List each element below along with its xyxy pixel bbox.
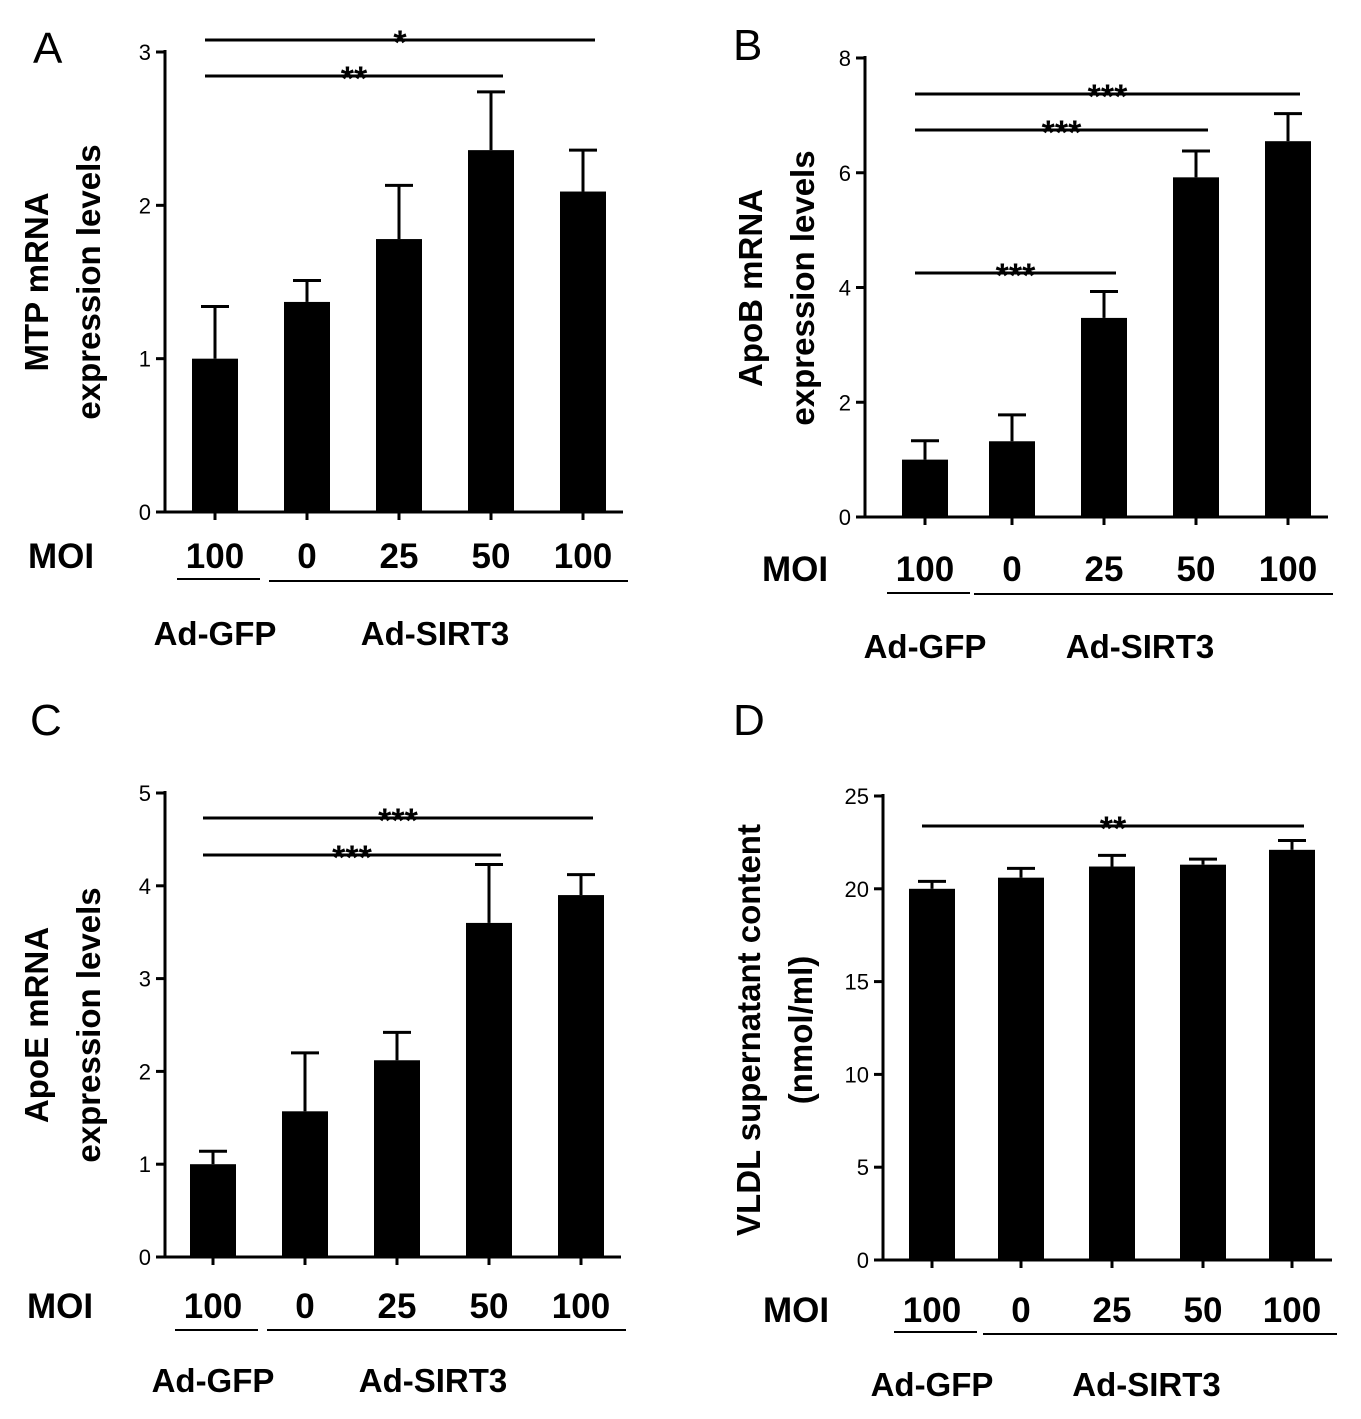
y-axis-label: VLDL supernatant content <box>730 824 767 1236</box>
y-tick-label: 3 <box>139 967 151 992</box>
group-label: Ad-GFP <box>152 1362 275 1399</box>
y-axis-label: MTP mRNA <box>18 192 55 371</box>
y-axis-label: expression levels <box>784 150 821 425</box>
significance-stars: ** <box>1100 810 1127 848</box>
category-label: 100 <box>896 550 954 589</box>
group-label: Ad-GFP <box>871 1366 994 1403</box>
group-label: Ad-SIRT3 <box>359 1362 508 1399</box>
bar <box>376 239 422 513</box>
significance-stars: ** <box>341 60 368 98</box>
y-tick-label: 0 <box>857 1248 869 1273</box>
category-label: 25 <box>380 537 419 576</box>
category-label: 0 <box>1002 550 1021 589</box>
bar <box>466 922 512 1257</box>
moi-label: MOI <box>762 550 828 589</box>
y-tick-label: 5 <box>857 1155 869 1180</box>
bar <box>282 1111 328 1257</box>
moi-label: MOI <box>28 537 94 576</box>
y-axis-label: expression levels <box>70 144 107 419</box>
bar <box>1180 864 1226 1260</box>
category-label: 25 <box>378 1287 417 1326</box>
y-tick-label: 0 <box>139 500 151 525</box>
y-tick-label: 4 <box>839 276 851 301</box>
y-tick-label: 10 <box>845 1062 869 1087</box>
y-tick-label: 6 <box>839 161 851 186</box>
y-tick-label: 20 <box>845 877 869 902</box>
category-label: 50 <box>472 537 511 576</box>
category-label: 100 <box>184 1287 242 1326</box>
y-axis-label: (nmol/ml) <box>782 956 819 1104</box>
y-axis-label: expression levels <box>70 887 107 1162</box>
bar <box>909 888 955 1260</box>
category-label: 0 <box>295 1287 314 1326</box>
bar <box>374 1060 420 1257</box>
category-label: 100 <box>1259 550 1317 589</box>
group-label: Ad-SIRT3 <box>361 615 510 652</box>
group-label: Ad-SIRT3 <box>1066 628 1215 665</box>
category-label: 100 <box>554 537 612 576</box>
y-tick-label: 2 <box>139 1059 151 1084</box>
significance-stars: *** <box>1088 78 1128 116</box>
category-label: 0 <box>297 537 316 576</box>
bar <box>1081 317 1127 517</box>
bar <box>190 1164 236 1257</box>
y-tick-label: 25 <box>845 784 869 809</box>
significance-stars: *** <box>996 257 1036 295</box>
bar <box>1265 141 1311 517</box>
group-label: Ad-SIRT3 <box>1072 1366 1221 1403</box>
category-label: 50 <box>1177 550 1216 589</box>
significance-stars: *** <box>332 839 372 877</box>
y-tick-label: 15 <box>845 970 869 995</box>
category-label: 100 <box>1263 1291 1321 1330</box>
y-tick-label: 2 <box>139 193 151 218</box>
y-tick-label: 3 <box>139 40 151 65</box>
y-tick-label: 2 <box>839 390 851 415</box>
y-tick-label: 0 <box>839 505 851 530</box>
y-axis-label: ApoB mRNA <box>732 189 769 387</box>
group-label: Ad-GFP <box>154 615 277 652</box>
category-label: 50 <box>470 1287 509 1326</box>
group-label: Ad-GFP <box>864 628 987 665</box>
panel-d-chart: D 0 5 10 15 20 25 VLDL supernatant content (nmol… <box>730 696 1337 1403</box>
significance-stars: *** <box>378 802 418 840</box>
bar <box>284 301 330 512</box>
significance-stars: * <box>393 24 407 62</box>
bar <box>468 150 514 512</box>
moi-label: MOI <box>27 1287 93 1326</box>
significance-stars: *** <box>1042 114 1082 152</box>
y-tick-label: 8 <box>839 46 851 71</box>
bar <box>1269 849 1315 1260</box>
bar <box>902 459 948 517</box>
bar <box>558 895 604 1257</box>
category-label: 100 <box>903 1291 961 1330</box>
bar <box>560 191 606 513</box>
bar <box>1089 866 1135 1260</box>
panel-letter: C <box>30 696 62 745</box>
category-label: 100 <box>186 537 244 576</box>
category-label: 0 <box>1011 1291 1030 1330</box>
y-tick-label: 1 <box>139 347 151 372</box>
panel-letter: A <box>33 24 63 73</box>
category-label: 100 <box>552 1287 610 1326</box>
bar <box>989 441 1035 517</box>
y-tick-label: 0 <box>139 1245 151 1270</box>
category-label: 50 <box>1184 1291 1223 1330</box>
y-axis-label: ApoE mRNA <box>18 927 55 1123</box>
y-tick-label: 4 <box>139 874 151 899</box>
bar <box>1173 177 1219 517</box>
moi-label: MOI <box>763 1291 829 1330</box>
panel-letter: B <box>733 21 762 70</box>
y-tick-label: 1 <box>139 1152 151 1177</box>
panel-letter: D <box>733 696 765 745</box>
y-tick-label: 5 <box>139 781 151 806</box>
bar <box>192 358 238 512</box>
category-label: 25 <box>1085 550 1124 589</box>
panel-c-chart: C 0 1 2 3 4 5 ApoE mRNA expression levels ****** M… <box>18 696 626 1399</box>
category-label: 25 <box>1093 1291 1132 1330</box>
bar <box>998 877 1044 1260</box>
